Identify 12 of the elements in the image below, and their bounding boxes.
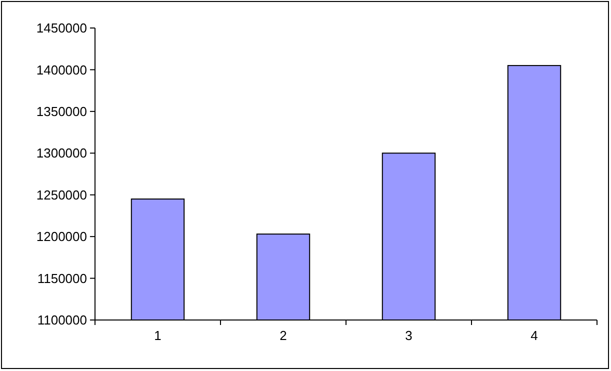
x-tick-label: 3	[405, 328, 412, 343]
x-tick-label: 4	[530, 328, 538, 343]
y-tick-label: 1300000	[36, 146, 87, 161]
x-tick-label: 2	[280, 328, 287, 343]
y-tick-label: 1250000	[36, 187, 87, 202]
y-tick-label: 1150000	[37, 270, 87, 286]
y-tick-label: 1350000	[36, 104, 87, 119]
y-tick-label: 1200000	[36, 229, 87, 244]
y-tick-label: 1100000	[37, 312, 87, 328]
y-tick-label: 1400000	[36, 62, 87, 78]
x-tick-label: 1	[154, 328, 162, 343]
y-tick-label: 1450000	[36, 20, 87, 36]
